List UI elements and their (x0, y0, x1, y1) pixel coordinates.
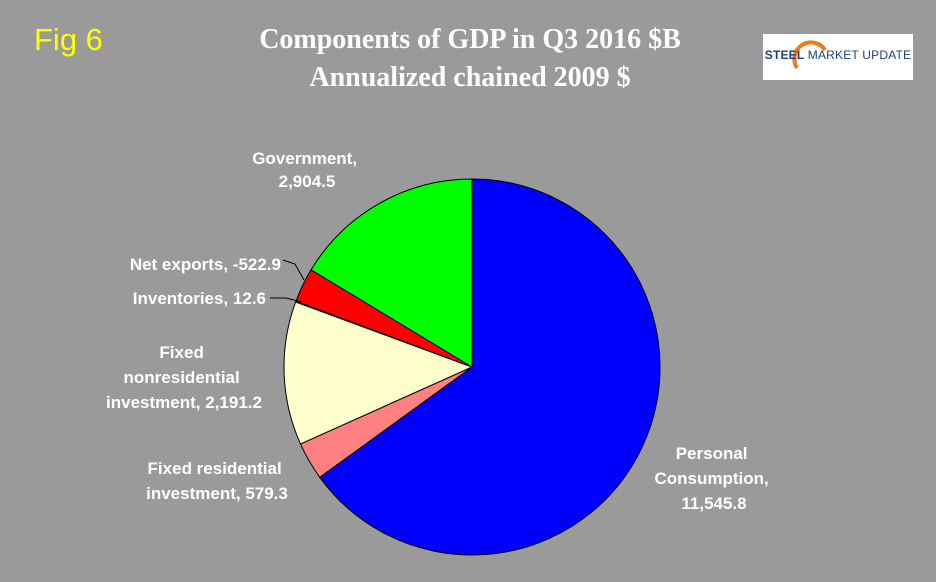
chart-subtitle: Annualized chained 2009 $ (309, 62, 631, 93)
label-inventories: Inventories, 12.6 (133, 289, 266, 308)
logo-swoosh-icon (792, 40, 827, 70)
label-personal-line1: Personal (676, 444, 748, 463)
label-government-line2: 2,904.5 (279, 172, 336, 191)
label-government-line1: Government, (252, 149, 357, 168)
label-personal-line3: 11,545.8 (681, 494, 746, 513)
label-inventories-line1: Inventories, 12.6 (133, 289, 266, 308)
slice-government (310, 178, 473, 368)
label-fixed-nonres-line3: investment, 2,191.2 (106, 393, 262, 412)
steel-market-update-logo: STEEL MARKET UPDATE (763, 34, 913, 80)
slice-fixed-nonresidential (283, 301, 474, 445)
logo-word-market-update: MARKET UPDATE (807, 48, 912, 62)
label-government: Government, 2,904.5 (252, 149, 362, 191)
label-fixed-res-line2: investment, 579.3 (146, 484, 288, 503)
pie-slices (283, 178, 661, 556)
leader-lines (270, 259, 305, 303)
label-net-exports-line1: Net exports, -522.9 (130, 255, 281, 274)
leader-line-net-exports (282, 259, 305, 281)
label-fixed-nonres-line2: nonresidential (124, 368, 240, 387)
leader-line-inventories (270, 297, 303, 303)
chart-title: Components of GDP in Q3 2016 $B (259, 24, 681, 55)
label-net-exports: Net exports, -522.9 (130, 255, 281, 274)
logo-word-steel: STEEL (764, 48, 805, 62)
label-personal-line2: Consumption, (655, 469, 769, 488)
figure-label: Fig 6 (34, 22, 103, 57)
logo-text: STEEL MARKET UPDATE (763, 48, 913, 62)
label-fixed-residential: Fixed residential investment, 579.3 (146, 459, 288, 503)
label-fixed-nonres-line1: Fixed (159, 343, 203, 362)
label-fixed-res-line1: Fixed residential (148, 459, 282, 478)
label-fixed-nonresidential: Fixed nonresidential investment, 2,191.2 (106, 343, 262, 412)
label-personal-consumption: Personal Consumption, 11,545.8 (655, 444, 774, 513)
slice-personal-consumption (319, 178, 661, 556)
